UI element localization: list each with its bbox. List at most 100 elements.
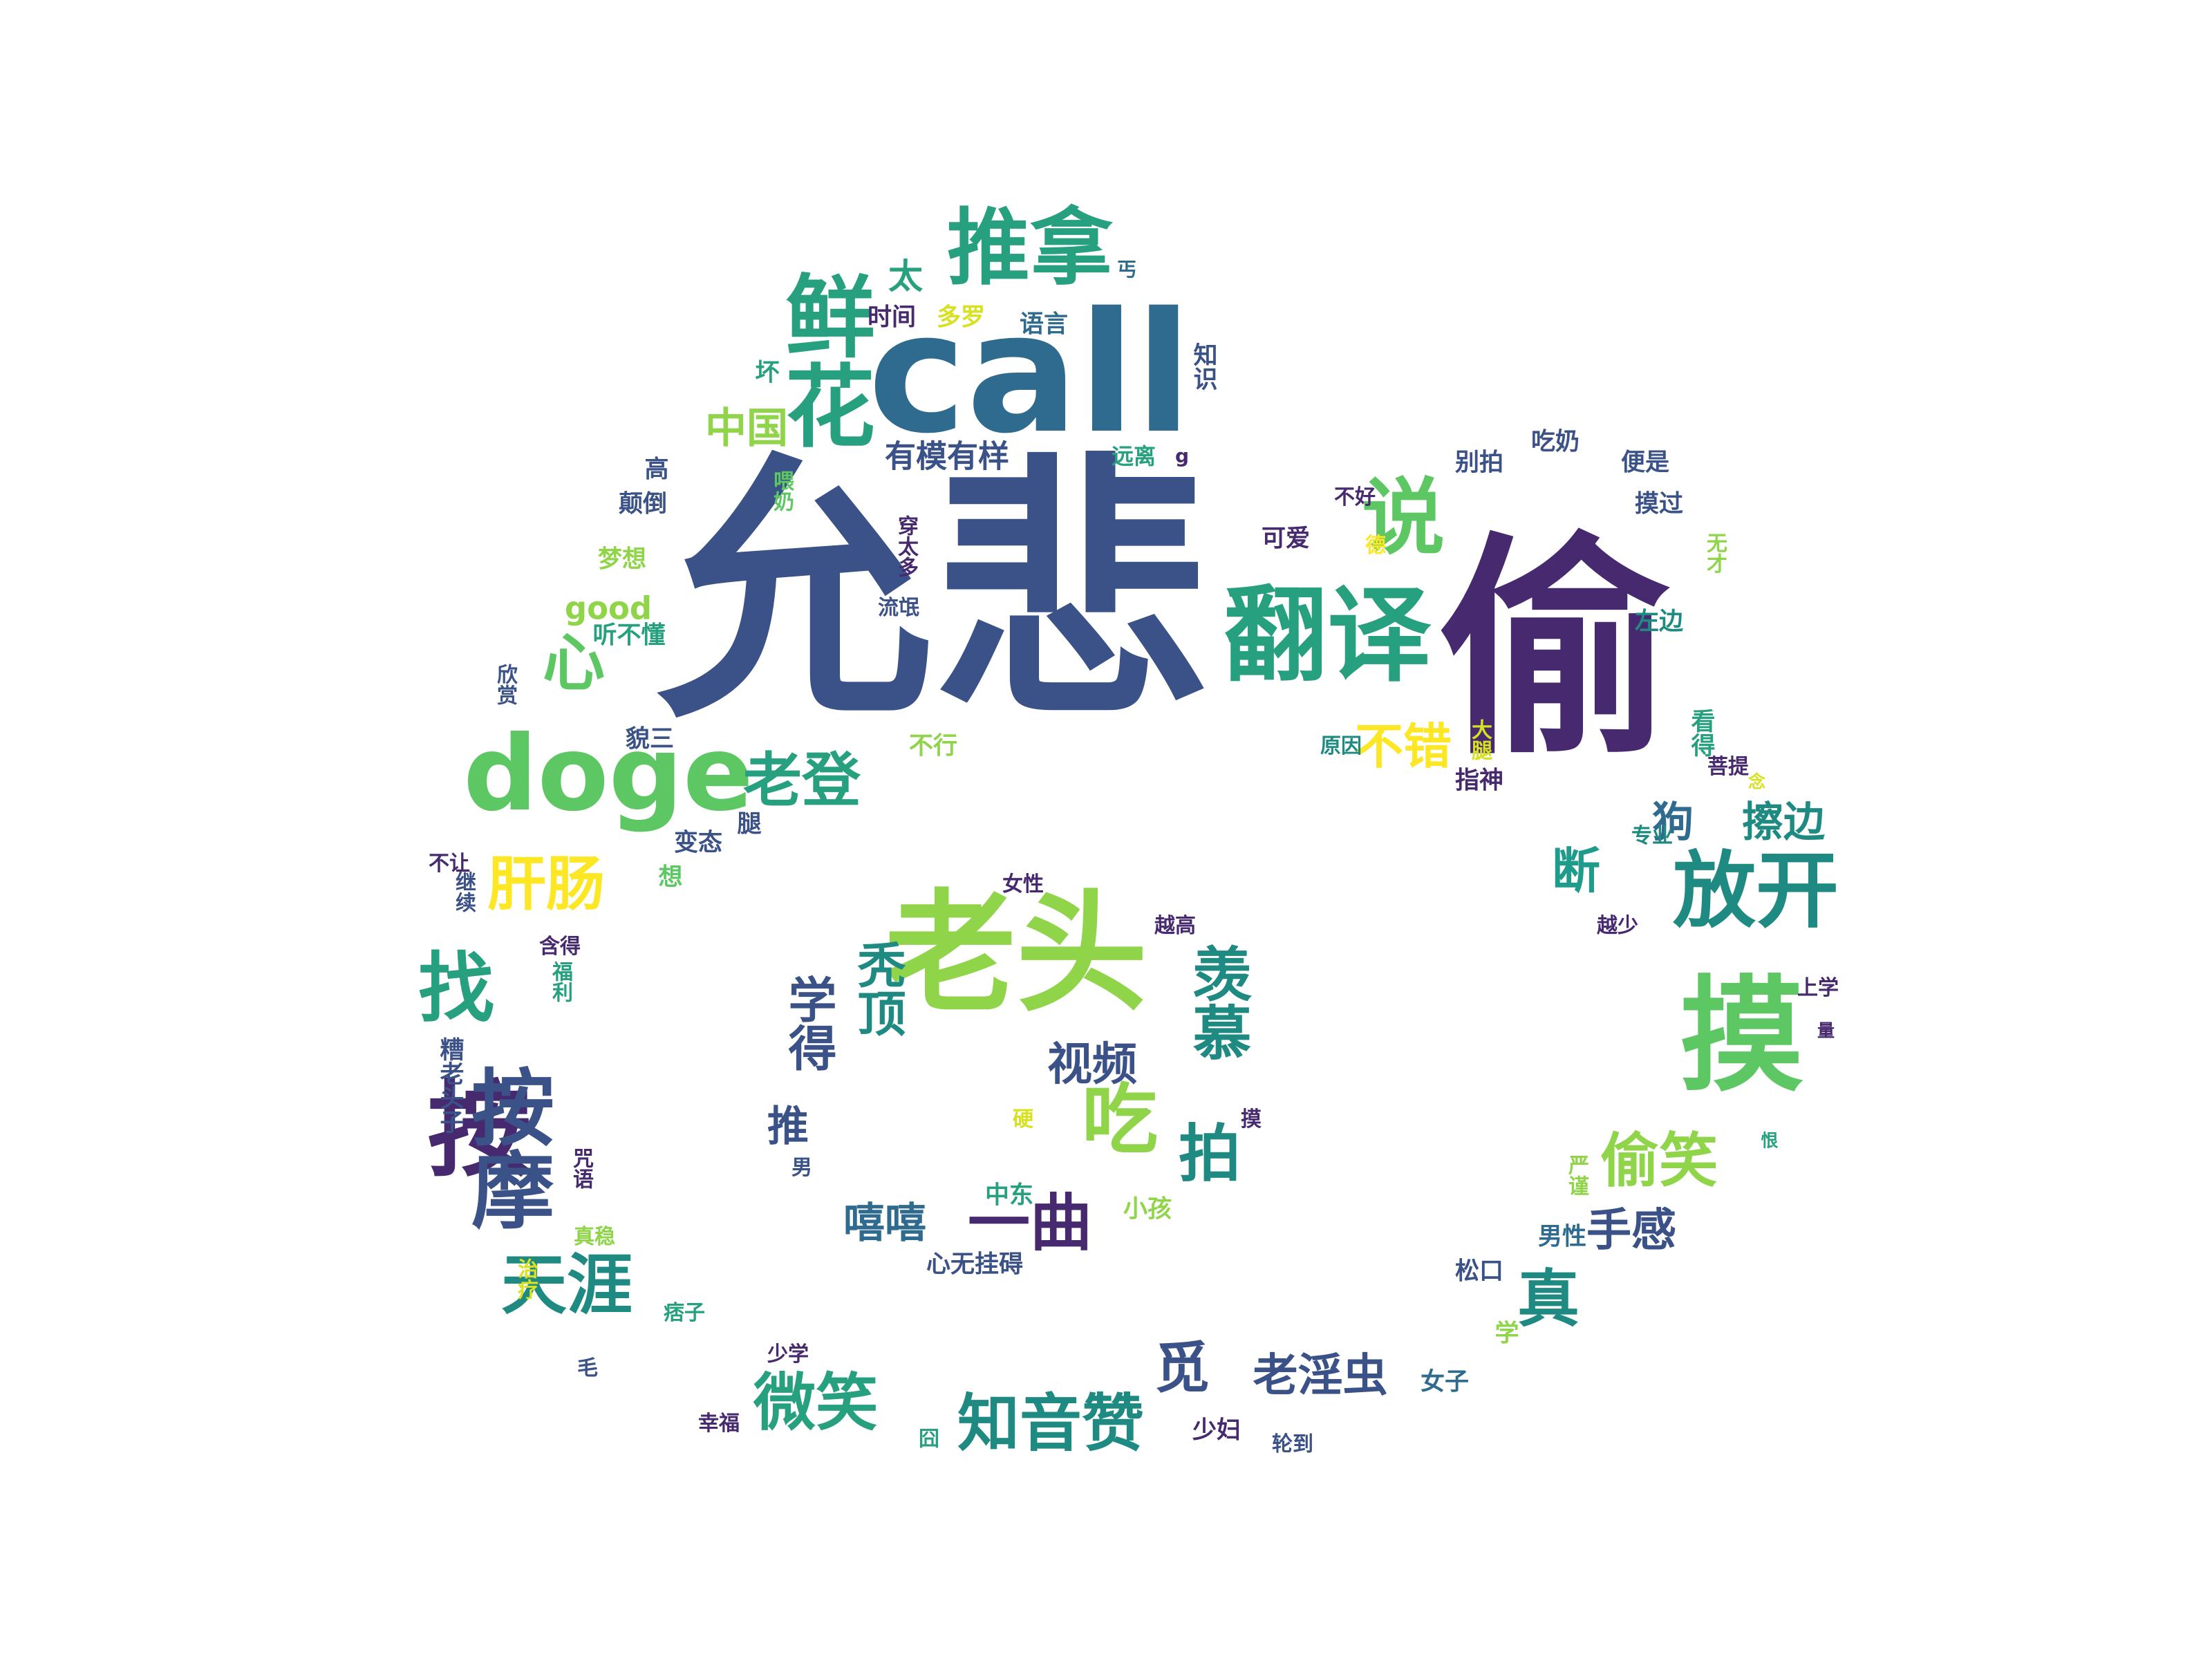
cloud-word: 摸 bbox=[1241, 1107, 1262, 1132]
cloud-word: 男性 bbox=[1537, 1223, 1587, 1251]
cloud-word: 一曲 bbox=[968, 1187, 1092, 1259]
cloud-word: 男 bbox=[791, 1156, 812, 1180]
cloud-word: 少妇 bbox=[1192, 1416, 1241, 1445]
cloud-word: 摸 bbox=[1679, 964, 1805, 1109]
cloud-word: 按 bbox=[410, 1075, 530, 1179]
cloud-word: 找 bbox=[418, 944, 494, 1033]
cloud-word: 念 bbox=[1745, 772, 1766, 790]
cloud-word: 偷 bbox=[1438, 513, 1673, 787]
cloud-word: doge bbox=[463, 714, 753, 834]
cloud-word: 治疗 bbox=[514, 1258, 538, 1300]
cloud-word: 越少 bbox=[1597, 914, 1638, 938]
cloud-word: 中东 bbox=[984, 1181, 1034, 1210]
cloud-word: 松口 bbox=[1454, 1257, 1504, 1286]
cloud-word: 福利 bbox=[548, 961, 572, 1002]
cloud-word: 手感 bbox=[1586, 1204, 1677, 1257]
cloud-word: 菩提 bbox=[1707, 755, 1749, 779]
cloud-word: 放开 bbox=[1673, 843, 1839, 939]
cloud-word: 专业 bbox=[1631, 824, 1673, 848]
cloud-word: 狗 bbox=[1652, 798, 1694, 847]
cloud-word: 严谨 bbox=[1564, 1154, 1588, 1196]
cloud-word: 女子 bbox=[1420, 1368, 1470, 1396]
cloud-word: 轮到 bbox=[1272, 1432, 1313, 1456]
cloud-word: 咒语 bbox=[569, 1147, 593, 1189]
cloud-word: 指神 bbox=[1454, 767, 1504, 795]
cloud-word: 心无挂碍 bbox=[926, 1250, 1024, 1279]
cloud-word: 知识 bbox=[1189, 342, 1217, 391]
cloud-word: 翻译 bbox=[1223, 576, 1432, 696]
cloud-word: 天涯 bbox=[500, 1247, 633, 1324]
cloud-word: 痞子 bbox=[664, 1301, 705, 1325]
cloud-word: 学得 bbox=[780, 975, 837, 1071]
cloud-word: g bbox=[1174, 444, 1190, 467]
cloud-word: 微笑 bbox=[753, 1367, 878, 1439]
cloud-word: 学 bbox=[1494, 1320, 1519, 1348]
cloud-word: 不好 bbox=[1334, 485, 1376, 509]
cloud-word: 量 bbox=[1815, 1021, 1835, 1039]
cloud-word: 无才 bbox=[1703, 532, 1727, 574]
cloud-word: 吃 bbox=[1082, 1076, 1158, 1164]
cloud-word: 丐 bbox=[1116, 258, 1137, 281]
cloud-word: 肝肠 bbox=[487, 850, 606, 919]
cloud-word: 幸福 bbox=[698, 1412, 740, 1436]
cloud-word: 原因 bbox=[1320, 734, 1362, 758]
cloud-word: 心 bbox=[543, 627, 605, 700]
cloud-word: 含得 bbox=[539, 935, 581, 959]
cloud-word: 多罗 bbox=[936, 303, 986, 332]
cloud-word: 老头 bbox=[884, 877, 1148, 1030]
cloud-word: 允悲 bbox=[657, 433, 1210, 755]
cloud-word: 喂奶 bbox=[769, 470, 794, 512]
cloud-word: 糟老头子 bbox=[435, 1037, 464, 1134]
cloud-word: 推 bbox=[767, 1103, 809, 1151]
cloud-word: 梦想 bbox=[597, 545, 647, 574]
cloud-word: 恨 bbox=[1761, 1130, 1779, 1151]
cloud-word: 坏 bbox=[755, 359, 780, 387]
cloud-word: 可爱 bbox=[1261, 525, 1311, 553]
cloud-word: 变态 bbox=[673, 829, 723, 857]
cloud-word: 中国 bbox=[705, 404, 788, 453]
cloud-word: 流氓 bbox=[878, 596, 919, 620]
cloud-word: 不错 bbox=[1355, 718, 1452, 775]
cloud-word: 不行 bbox=[908, 732, 958, 760]
cloud-word: 秃顶 bbox=[850, 940, 906, 1037]
cloud-word: 小孩 bbox=[1123, 1195, 1172, 1224]
cloud-word: 便是 bbox=[1620, 449, 1670, 477]
cloud-word: 有模有样 bbox=[884, 438, 1010, 475]
cloud-word: 硬 bbox=[1013, 1107, 1033, 1132]
cloud-word: 远离 bbox=[1111, 443, 1156, 469]
cloud-word: 按摩 bbox=[457, 1065, 553, 1230]
cloud-word: 拍 bbox=[1179, 1118, 1241, 1190]
cloud-word: call bbox=[868, 276, 1192, 470]
cloud-word: 欣赏 bbox=[493, 664, 517, 705]
cloud-word: 女性 bbox=[1002, 872, 1044, 897]
cloud-word: 老淫虫 bbox=[1253, 1349, 1388, 1402]
cloud-word: 鲜花 bbox=[770, 270, 875, 449]
cloud-word: 视频 bbox=[1047, 1038, 1138, 1091]
cloud-word: 貌三 bbox=[625, 725, 675, 753]
cloud-word: 想 bbox=[658, 863, 683, 892]
cloud-word: 时间 bbox=[867, 303, 917, 332]
cloud-word: good bbox=[564, 590, 653, 627]
cloud-word: 高 bbox=[644, 456, 669, 484]
cloud-word: 听不懂 bbox=[592, 621, 666, 650]
cloud-word: 别拍 bbox=[1454, 449, 1504, 477]
cloud-word: 说 bbox=[1362, 470, 1445, 566]
cloud-word: 偷笑 bbox=[1600, 1127, 1718, 1196]
cloud-word: 越高 bbox=[1154, 914, 1196, 938]
cloud-word: 毛 bbox=[577, 1356, 598, 1380]
cloud-word: 颠倒 bbox=[618, 490, 668, 518]
cloud-word: 不让 bbox=[429, 852, 470, 876]
cloud-word: 上学 bbox=[1797, 976, 1839, 1000]
cloud-word: 嘻嘻 bbox=[843, 1199, 926, 1248]
cloud-word: 看得 bbox=[1687, 709, 1715, 757]
cloud-word: 羡慕 bbox=[1182, 944, 1251, 1061]
cloud-word: 语言 bbox=[1019, 310, 1069, 339]
cloud-word: 推拿 bbox=[947, 200, 1113, 297]
cloud-word: 继续 bbox=[451, 871, 476, 912]
cloud-word: 真稳 bbox=[574, 1225, 615, 1249]
cloud-word: 大腿 bbox=[1468, 719, 1492, 760]
cloud-word: 擦边 bbox=[1742, 798, 1825, 847]
cloud-word: 吃奶 bbox=[1530, 428, 1580, 456]
cloud-word: 摸过 bbox=[1634, 490, 1684, 518]
